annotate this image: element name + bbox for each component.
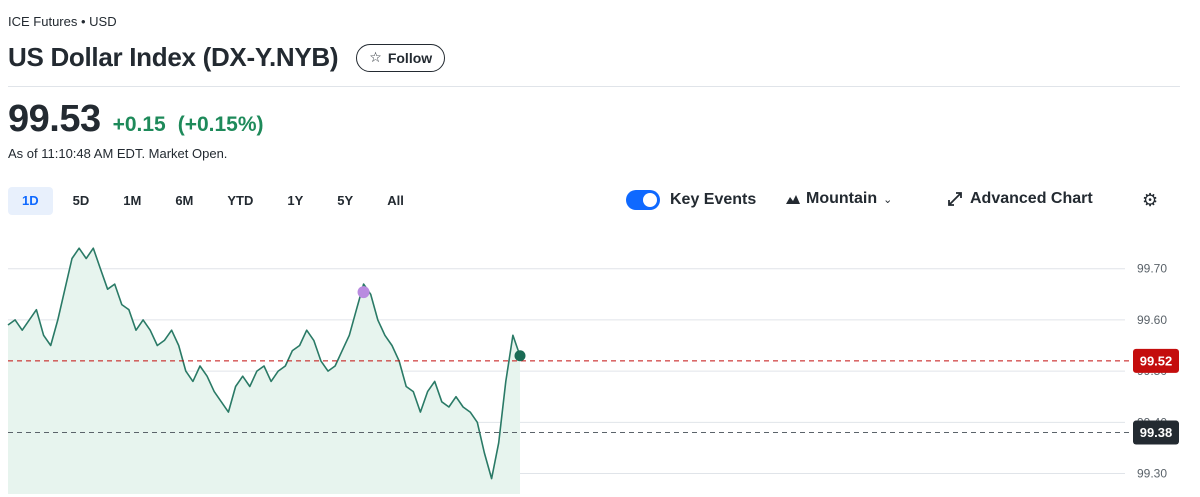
range-6m[interactable]: 6M [175,193,194,208]
chart-toolbar: Key Events Mountain ⌄ Advanced Chart ⚙ [626,190,1160,214]
current-price-badge-text: 99.52 [1140,353,1173,368]
previous-close-badge-text: 99.38 [1140,425,1173,440]
mountain-icon [786,195,800,204]
chevron-down-icon: ⌄ [883,193,893,206]
toggle-switch-icon[interactable] [626,190,660,210]
range-1d[interactable]: 1D [8,187,53,215]
expand-icon [948,192,962,206]
range-1m[interactable]: 1M [123,193,142,208]
star-outline-icon: ☆ [369,49,382,65]
gear-icon[interactable]: ⚙ [1142,190,1159,210]
exchange-label: ICE Futures • USD [8,14,117,29]
y-tick-label: 99.70 [1137,262,1167,276]
current-price-badge: 99.52 [1133,348,1179,373]
current-price: 99.53 [8,98,101,140]
range-5d[interactable]: 5D [72,193,90,208]
range-5y[interactable]: 5Y [337,193,354,208]
quote-row: 99.53 +0.15 (+0.15%) [8,98,264,141]
page-title: US Dollar Index (DX-Y.NYB) [8,42,339,72]
key-events-label: Key Events [670,191,757,208]
advanced-chart-button[interactable]: Advanced Chart [948,190,1093,208]
range-1y[interactable]: 1Y [287,193,304,208]
y-tick-label: 99.30 [1137,467,1167,481]
key-events-toggle[interactable]: Key Events [626,190,756,210]
range-all[interactable]: All [387,193,404,208]
advanced-chart-label: Advanced Chart [970,190,1093,207]
previous-close-badge: 99.38 [1133,420,1179,445]
range-ytd[interactable]: YTD [227,193,254,208]
header-divider [8,86,1180,87]
y-tick-label: 99.60 [1137,313,1167,327]
as-of-timestamp: As of 11:10:48 AM EDT. Market Open. [8,146,228,161]
current-price-dot [514,350,526,362]
price-line [7,247,521,480]
follow-button[interactable]: ☆ Follow [356,43,446,72]
range-selector: 1D 5D 1M 6M YTD 1Y 5Y All [8,187,424,215]
follow-label: Follow [387,49,433,66]
key-event-marker[interactable] [357,286,370,299]
price-change-percent: (+0.15%) [177,113,264,136]
price-change: +0.15 [112,113,166,136]
chart-type-dropdown[interactable]: Mountain ⌄ [786,190,892,208]
chart-type-label: Mountain [806,190,878,207]
title-row: US Dollar Index (DX-Y.NYB) ☆ Follow [8,42,446,73]
